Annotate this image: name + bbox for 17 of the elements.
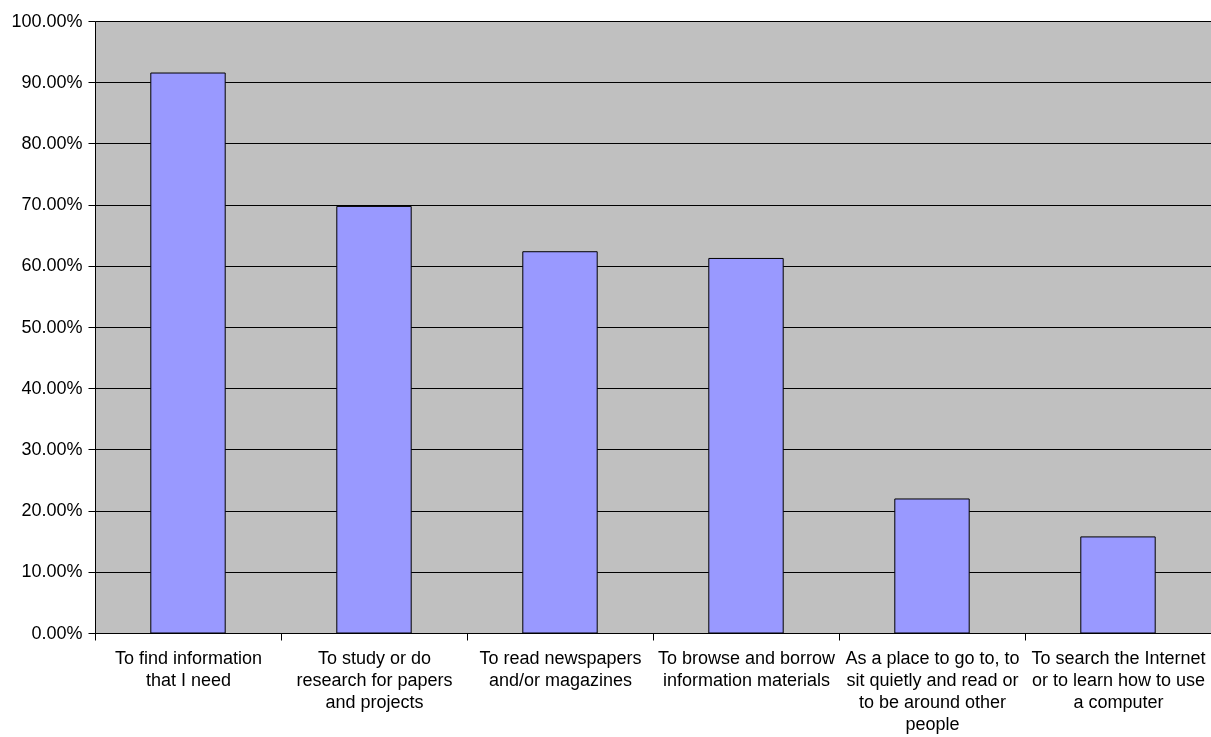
y-tick-label: 10.00% xyxy=(21,561,83,582)
x-tick-label: To search the Internet or to learn how to use a computer xyxy=(1031,647,1206,712)
y-tick-label: 20.00% xyxy=(21,500,83,521)
y-tick-label: 80.00% xyxy=(21,132,83,153)
y-tick-label: 40.00% xyxy=(21,377,83,398)
x-tick-label: To study or do research for papers and projects xyxy=(296,647,453,712)
y-tick-label: 70.00% xyxy=(21,194,83,215)
x-tick-label: As a place to go to, to sit quietly and read or to be around other people xyxy=(845,647,1020,734)
y-tick-label: 50.00% xyxy=(21,316,83,337)
x-tick-label: To browse and borrow information materials xyxy=(657,647,837,690)
x-tick-label: To find information that I need xyxy=(114,647,263,690)
y-tick-label: 30.00% xyxy=(21,438,83,459)
y-tick-label: 60.00% xyxy=(21,255,83,276)
y-tick-label: 90.00% xyxy=(21,71,83,92)
y-tick-label: 0.00% xyxy=(31,622,83,643)
x-tick-label: To read newspapers and/or magazines xyxy=(479,647,642,690)
y-tick-label: 100.00% xyxy=(11,10,83,31)
